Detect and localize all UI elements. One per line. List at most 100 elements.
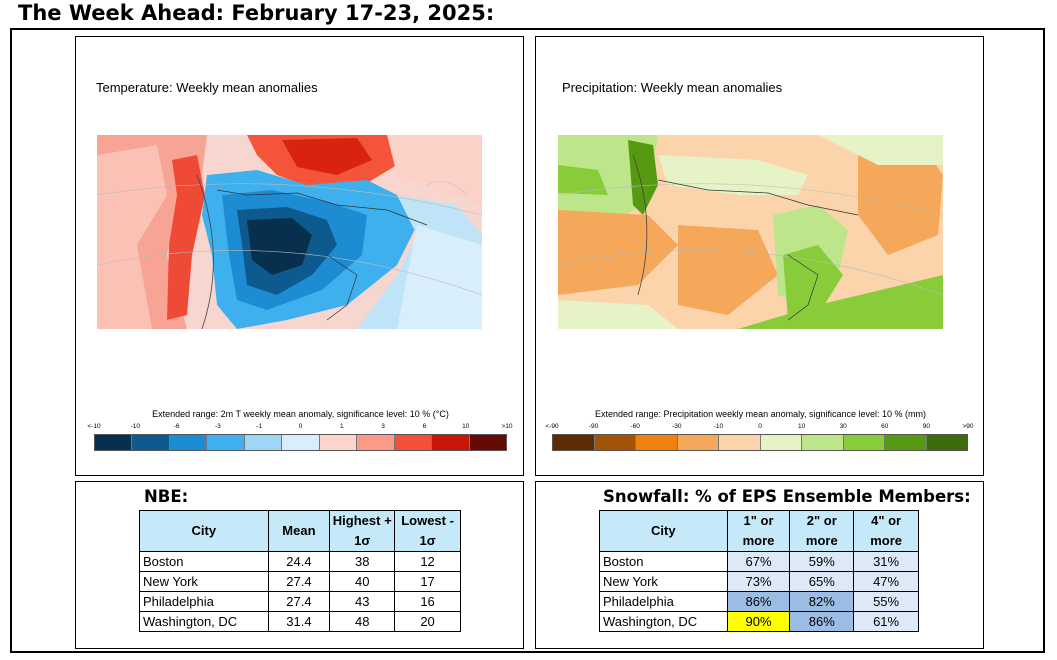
temperature-colorbar-tick: -1 <box>256 423 263 430</box>
temperature-colorbar-segment <box>469 435 506 450</box>
snowfall-panel: Snowfall: % of EPS Ensemble Members: Cit… <box>535 481 984 649</box>
snowfall-4in: 55% <box>853 591 919 612</box>
table-row: Boston 67% 59% 31% <box>599 551 919 572</box>
snowfall-2in: 65% <box>789 571 855 592</box>
table-row: Philadelphia 27.4 43 16 <box>139 591 461 612</box>
precipitation-colorbar-tick: 0 <box>758 423 762 430</box>
precipitation-colorbar-segment <box>760 435 802 450</box>
table-row: Washington, DC 90% 86% 61% <box>599 611 919 632</box>
temperature-colorbar-segment <box>432 435 470 450</box>
temperature-colorbar-tick: -6 <box>173 423 180 430</box>
precipitation-colorbar-segment <box>677 435 719 450</box>
snowfall-1in: 73% <box>726 571 791 592</box>
nbe-highest: 43 <box>329 591 396 612</box>
nbe-highest: 38 <box>329 551 396 572</box>
precipitation-colorbar-tick: 30 <box>839 423 847 430</box>
temperature-map-title: Temperature: Weekly mean anomalies <box>96 80 318 95</box>
snowfall-4in: 31% <box>853 551 919 572</box>
table-row: New York 73% 65% 47% <box>599 571 919 592</box>
nbe-header-highest: Highest +1σ <box>329 510 396 552</box>
temperature-colorbar-tick: -10 <box>130 423 140 430</box>
nbe-mean: 31.4 <box>267 611 331 632</box>
precipitation-colorbar-segment <box>719 435 761 450</box>
nbe-lowest: 20 <box>394 611 461 632</box>
snowfall-2in: 59% <box>789 551 855 572</box>
temperature-colorbar-tick: -3 <box>215 423 221 430</box>
temperature-colorbar-tick: 1 <box>339 423 344 430</box>
precipitation-colorbar-tick: 90 <box>922 423 931 430</box>
nbe-table: City Mean Highest +1σ Lowest -1σ Boston … <box>139 510 461 632</box>
table-row: Philadelphia 86% 82% 55% <box>599 591 919 612</box>
table-row: New York 27.4 40 17 <box>139 571 461 592</box>
temperature-colorbar-segment <box>394 435 433 450</box>
precipitation-colorbar-tick: 60 <box>881 423 889 430</box>
precipitation-anomaly-map <box>558 135 943 329</box>
precipitation-colorbar-tick: <-90 <box>545 423 559 430</box>
snowfall-city: Philadelphia <box>599 591 728 612</box>
temperature-colorbar-tick: >10 <box>501 423 513 430</box>
precipitation-colorbar-tick: >90 <box>962 423 974 430</box>
snowfall-header-4in: 4" or more <box>853 510 919 552</box>
temperature-colorbar-segment <box>169 435 208 450</box>
nbe-highest: 48 <box>329 611 396 632</box>
snowfall-4in: 47% <box>853 571 919 592</box>
temperature-colorbar-segment <box>132 435 170 450</box>
nbe-title: NBE: <box>144 487 189 506</box>
temperature-colorbar-tick: <-10 <box>87 423 101 430</box>
nbe-lowest: 16 <box>394 591 461 612</box>
snowfall-2in: 82% <box>789 591 855 612</box>
temperature-colorbar <box>94 434 507 451</box>
snowfall-city: Washington, DC <box>599 611 728 632</box>
precipitation-map-title: Precipitation: Weekly mean anomalies <box>562 80 783 95</box>
snowfall-1in: 90% <box>726 611 791 632</box>
snowfall-header-city: City <box>599 510 728 552</box>
snowfall-2in: 86% <box>789 611 855 632</box>
page-title: The Week Ahead: February 17-23, 2025: <box>18 1 495 25</box>
nbe-lowest: 12 <box>394 551 461 572</box>
nbe-mean: 27.4 <box>267 571 331 592</box>
table-row: Washington, DC 31.4 48 20 <box>139 611 461 632</box>
temperature-colorbar-ticks: <-10 -10 -6 -3 -1 0 1 3 6 10 >10 <box>87 423 512 432</box>
nbe-city: Boston <box>139 551 269 572</box>
precipitation-colorbar-tick: -30 <box>672 423 682 430</box>
precipitation-colorbar-segment <box>553 435 595 450</box>
content-frame <box>10 28 1045 653</box>
precipitation-colorbar-segment <box>802 435 844 450</box>
snowfall-city: Boston <box>599 551 728 572</box>
temperature-anomaly-map <box>97 135 482 329</box>
precipitation-colorbar-ticks: <-90 -90 -60 -30 -10 0 10 30 60 90 >90 <box>545 423 973 432</box>
snowfall-header-1in: 1" or more <box>726 510 791 552</box>
nbe-header-mean: Mean <box>267 510 331 552</box>
snowfall-table: City 1" or more 2" or more 4" or more Bosto… <box>599 510 919 632</box>
nbe-header-lowest: Lowest -1σ <box>394 510 461 552</box>
precipitation-colorbar-tick: -90 <box>588 423 599 430</box>
precipitation-colorbar-segment <box>594 435 636 450</box>
nbe-highest: 40 <box>329 571 396 592</box>
snowfall-header-2in: 2" or more <box>789 510 855 552</box>
temperature-colorbar-tick: 3 <box>381 423 385 430</box>
precipitation-colorbar-segment <box>885 435 927 450</box>
temperature-colorbar-segment <box>357 435 395 450</box>
nbe-mean: 24.4 <box>267 551 331 572</box>
snowfall-4in: 61% <box>853 611 919 632</box>
temperature-colorbar-tick: 10 <box>462 423 470 430</box>
temperature-colorbar-segment <box>319 435 358 450</box>
temperature-colorbar-tick: 6 <box>422 423 427 430</box>
snowfall-1in: 86% <box>726 591 791 612</box>
snowfall-city: New York <box>599 571 728 592</box>
temperature-colorbar-segment <box>244 435 283 450</box>
precipitation-colorbar <box>552 434 968 451</box>
precipitation-colorbar-tick: -10 <box>713 423 724 430</box>
table-row: Boston 24.4 38 12 <box>139 551 461 572</box>
nbe-mean: 27.4 <box>267 591 331 612</box>
nbe-lowest: 17 <box>394 571 461 592</box>
precipitation-colorbar-tick: 10 <box>797 423 806 430</box>
precipitation-colorbar-segment <box>843 435 885 450</box>
nbe-city: Philadelphia <box>139 591 269 612</box>
precipitation-colorbar-segment <box>636 435 678 450</box>
nbe-header-city: City <box>139 510 269 552</box>
temperature-colorbar-tick: 0 <box>298 423 303 430</box>
temperature-colorbar-segment <box>207 435 245 450</box>
nbe-city: New York <box>139 571 269 592</box>
precipitation-colorbar-caption: Extended range: Precipitation weekly mea… <box>595 409 926 419</box>
